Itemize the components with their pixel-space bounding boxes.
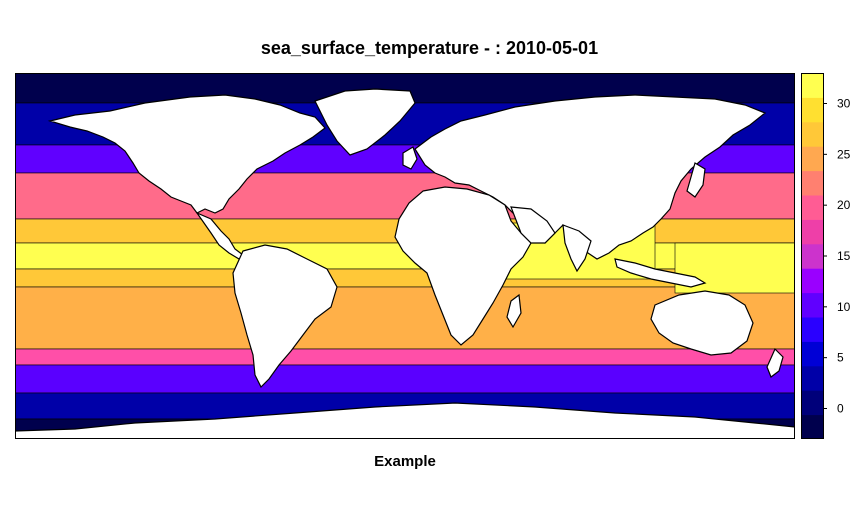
colorbar-band xyxy=(801,219,823,245)
colorbar-band xyxy=(801,170,823,196)
colorbar-tick-label: 0 xyxy=(837,402,844,416)
colorbar-tick-label: 20 xyxy=(837,198,851,212)
colorbar-band xyxy=(801,146,823,172)
land-indonesia xyxy=(614,258,707,288)
land-uk xyxy=(402,146,418,170)
colorbar-tick-label: 5 xyxy=(837,351,844,365)
colorbar-band xyxy=(801,73,823,98)
colorbar-tick-label: 30 xyxy=(837,97,851,111)
land-greenland xyxy=(314,88,416,156)
land-new-zealand xyxy=(766,347,784,378)
land-africa xyxy=(394,186,532,346)
land-masses xyxy=(15,88,795,439)
colorbar-band xyxy=(801,292,823,318)
colorbar-band xyxy=(801,317,823,342)
land-madagascar xyxy=(506,293,522,329)
colorbar-band xyxy=(801,268,823,294)
colorbar-tick-label: 15 xyxy=(837,249,851,263)
land-australia xyxy=(650,290,754,356)
land-south-america xyxy=(232,244,338,389)
colorbar-band xyxy=(801,243,823,269)
colorbar-band xyxy=(801,390,823,416)
ocean-band-cool-south xyxy=(15,364,795,394)
colorbar-band xyxy=(801,341,823,367)
colorbar-ticks: 0 5 10 15 20 25 30 xyxy=(823,97,851,416)
colorbar-band xyxy=(801,365,823,391)
land-arabia xyxy=(510,206,556,244)
colorbar-tick-label: 25 xyxy=(837,147,851,161)
land-north-america xyxy=(47,94,326,214)
map-title: sea_surface_temperature - : 2010-05-01 xyxy=(260,38,599,58)
land-japan xyxy=(686,162,706,198)
land-antarctica xyxy=(15,402,795,439)
colorbar: 0 5 10 15 20 25 30 xyxy=(801,73,851,439)
map-frame xyxy=(15,73,795,439)
colorbar-band xyxy=(801,97,823,123)
colorbar-band xyxy=(801,414,823,439)
land-india xyxy=(562,224,592,273)
colorbar-bands xyxy=(801,73,823,439)
ocean-band-temperate-south xyxy=(15,348,795,366)
colorbar-band xyxy=(801,121,823,147)
map-subtitle: Example xyxy=(374,453,436,470)
colorbar-tick-label: 10 xyxy=(837,300,851,314)
colorbar-band xyxy=(801,195,823,220)
sst-map xyxy=(15,73,795,439)
